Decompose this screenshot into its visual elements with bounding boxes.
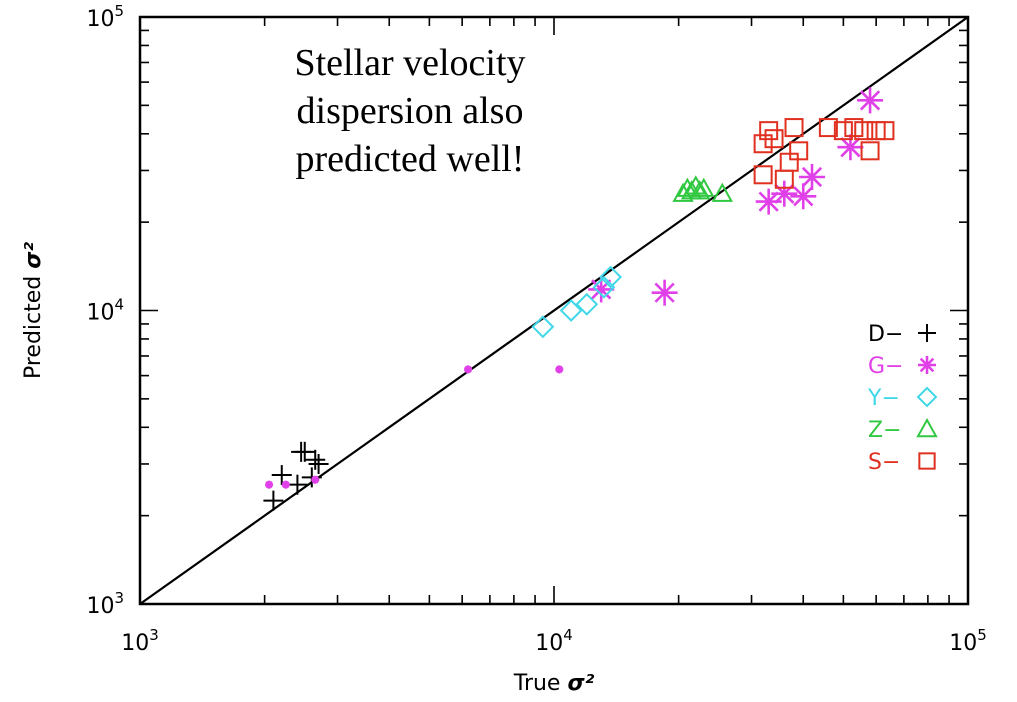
- y-tick-label: 104: [86, 296, 124, 326]
- y-tick-label: 103: [86, 589, 124, 619]
- legend-label: Z−: [868, 418, 902, 443]
- data-point-Z: [689, 180, 711, 200]
- data-point-D: [287, 474, 308, 495]
- legend-label: G−: [868, 354, 903, 379]
- data-point-D: [305, 449, 326, 470]
- data-point-S: [753, 134, 773, 154]
- annotation-line: Stellar velocity: [294, 42, 525, 84]
- data-point-G: [265, 480, 274, 489]
- legend-label: D−: [868, 322, 903, 347]
- data-point-G: [651, 279, 678, 306]
- data-point-D: [271, 465, 292, 486]
- data-point-S: [764, 129, 784, 149]
- x-tick-label: 104: [535, 626, 573, 656]
- data-point-Z: [693, 177, 715, 197]
- data-point-S: [833, 121, 853, 141]
- data-point-G: [755, 188, 782, 215]
- x-tick-label: 103: [121, 626, 159, 656]
- axis-ticks: [139, 16, 969, 605]
- data-point-G: [311, 475, 320, 484]
- data-point-G: [281, 480, 290, 489]
- data-point-G: [837, 134, 864, 161]
- reference-line: [139, 16, 969, 605]
- data-point-Y: [575, 292, 599, 316]
- data-point-S: [860, 141, 880, 161]
- data-point-S: [784, 118, 804, 138]
- data-point-G: [555, 365, 564, 374]
- data-point-Y: [592, 275, 616, 299]
- data-point-G: [790, 183, 817, 210]
- data-points: [263, 87, 895, 511]
- data-point-Y: [559, 299, 583, 322]
- data-point-D: [294, 441, 315, 462]
- data-point-Y: [599, 265, 623, 289]
- data-point-G: [799, 164, 826, 191]
- y-tick-label: 105: [86, 2, 124, 32]
- data-point-G: [464, 365, 473, 374]
- data-point-D: [308, 453, 329, 474]
- y-axis-label: Predicted σ²: [21, 242, 46, 379]
- data-point-G: [857, 87, 884, 114]
- data-point-S: [753, 165, 773, 185]
- data-point-D: [263, 490, 284, 511]
- annotation-line: dispersion also: [297, 90, 524, 132]
- data-point-S: [818, 118, 838, 138]
- data-point-Z: [711, 182, 734, 202]
- data-point-G: [588, 276, 615, 303]
- legend-marker: [918, 324, 936, 342]
- data-point-S: [854, 121, 874, 141]
- x-tick-label: 105: [949, 626, 987, 656]
- legend-marker: [918, 356, 936, 374]
- legend-label: S−: [868, 450, 900, 475]
- legend-marker: [916, 386, 938, 408]
- legend: D− G− Y− Z− S−: [867, 322, 938, 475]
- annotation-line: predicted well!: [296, 138, 525, 180]
- legend-marker: [916, 417, 938, 438]
- x-axis-label: True σ²: [513, 671, 595, 696]
- data-point-Y: [531, 315, 555, 339]
- data-point-S: [844, 118, 864, 138]
- data-point-Z: [676, 177, 699, 197]
- legend-label: Y−: [867, 386, 900, 411]
- data-point-S: [875, 121, 895, 141]
- data-point-S: [789, 141, 809, 161]
- legend-marker: [918, 452, 936, 470]
- annotation-text: Stellar velocity dispersion also predicted…: [294, 42, 525, 180]
